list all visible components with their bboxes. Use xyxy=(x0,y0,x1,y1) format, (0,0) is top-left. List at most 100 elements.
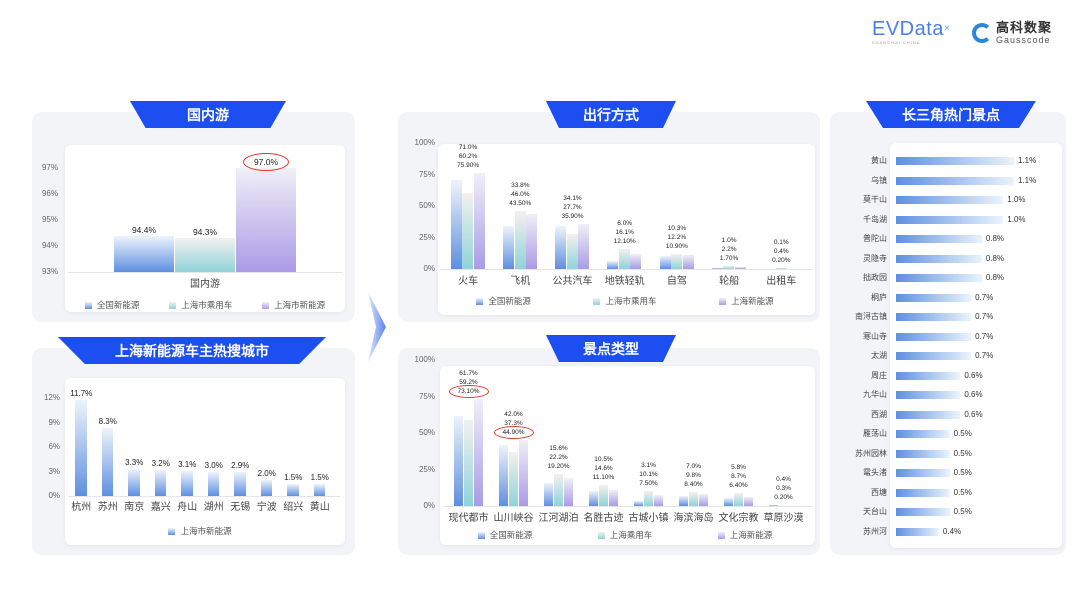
y-tick-label: 0% xyxy=(423,501,435,510)
bar-value-label: 3.3% xyxy=(125,458,144,468)
hot-spot-value: 0.5% xyxy=(953,468,972,477)
evdata-logo-subtitle: SHANGHAI CHINA xyxy=(872,40,921,45)
bar xyxy=(518,440,528,506)
x-tick-label: 飞机 xyxy=(510,276,531,287)
bar-value-label: 7.0% xyxy=(686,462,701,470)
bar xyxy=(313,483,326,496)
bar xyxy=(514,211,526,269)
legend-swatch xyxy=(262,302,270,310)
bar xyxy=(643,491,653,506)
legend-item[interactable]: 上海新能源 xyxy=(717,530,772,540)
hot-spot-bar xyxy=(896,215,1004,224)
bar xyxy=(723,266,735,269)
hot-spot-label: 黄山 xyxy=(871,156,887,165)
legend-item[interactable]: 全国新能源 xyxy=(476,296,531,306)
legend-swatch xyxy=(84,302,92,310)
x-tick-label: 宁波 xyxy=(256,502,277,513)
bar xyxy=(588,490,598,506)
hot-spot-bar xyxy=(896,274,982,282)
bar-value-label: 0.20% xyxy=(774,494,793,502)
banner-domestic: 国内游 xyxy=(130,101,286,128)
transport-card xyxy=(438,144,815,315)
hot-spot-label: 苏州园林 xyxy=(855,448,887,458)
bar xyxy=(555,226,567,269)
x-tick-label: 苏州 xyxy=(97,502,118,513)
bar xyxy=(653,495,663,506)
bar-value-label: 10.90% xyxy=(665,242,688,250)
legend-item[interactable]: 上海市新能源 xyxy=(168,526,232,536)
hot-spot-value: 0.7% xyxy=(975,331,994,341)
bar xyxy=(543,483,553,506)
x-tick-label: 舟山 xyxy=(177,502,198,513)
hot-spot-label: 乌镇 xyxy=(871,175,887,185)
legend-item[interactable]: 上海新能源 xyxy=(719,296,774,306)
y-tick-label: 96% xyxy=(41,189,58,198)
bar-value-label: 11.7% xyxy=(70,389,93,399)
bar xyxy=(630,253,642,269)
hot-spot-label: 桐庐 xyxy=(871,292,887,302)
bar-value-label: 0.3% xyxy=(776,485,791,493)
legend: 全国新能源 上海市乘用车 上海新能源 xyxy=(445,296,805,306)
y-tick-label: 100% xyxy=(414,355,435,364)
hot-spot-value: 0.5% xyxy=(953,487,972,497)
hot-spot-label: 九华山 xyxy=(863,390,887,399)
legend-swatch xyxy=(168,528,176,536)
x-axis-line xyxy=(440,269,812,270)
legend-swatch xyxy=(593,298,601,306)
hot-spot-value: 0.5% xyxy=(953,448,972,458)
legend-item[interactable]: 全国新能源 xyxy=(84,300,139,310)
hot-spot-label: 千岛湖 xyxy=(863,214,887,224)
bar xyxy=(723,497,733,506)
bar xyxy=(128,469,140,496)
legend-item[interactable]: 全国新能源 xyxy=(477,530,532,540)
y-tick-label: 95% xyxy=(41,215,58,224)
hot-spot-value: 0.8% xyxy=(985,234,1005,243)
x-tick-label: 黄山 xyxy=(309,502,330,513)
bar xyxy=(473,173,485,269)
y-tick-label: 94% xyxy=(41,241,58,250)
hot-spot-value: 0.8% xyxy=(985,253,1005,263)
legend-item[interactable]: 上海市乘用车 xyxy=(593,296,656,306)
bar-value-label: 12.10% xyxy=(613,237,636,245)
bar-value-label: 37.3% xyxy=(504,420,523,428)
bar xyxy=(75,400,87,496)
bar-value-label: 35.90% xyxy=(561,212,584,220)
bar-value-label: 14.6% xyxy=(594,464,613,472)
bar xyxy=(207,471,220,496)
hot-spot-label: 寒山寺 xyxy=(863,331,887,341)
y-tick-label: 25% xyxy=(418,464,435,474)
x-tick-label: 南京 xyxy=(124,502,145,513)
bar-value-label: 10.3% xyxy=(667,224,687,232)
hot-spot-bar xyxy=(896,469,950,477)
bar-value-label: 2.0% xyxy=(257,468,276,478)
bar-value-label: 3.0% xyxy=(204,460,223,470)
legend-label: 上海乘用车 xyxy=(609,530,653,540)
hot-spot-label: 天台山 xyxy=(863,507,887,516)
legend-item[interactable]: 上海乘用车 xyxy=(597,530,653,540)
bar-value-label: 19.20% xyxy=(547,462,570,470)
x-tick-label: 湖州 xyxy=(203,502,224,513)
x-axis-line xyxy=(444,506,812,507)
hot-spot-value: 0.7% xyxy=(975,351,994,360)
bar xyxy=(287,483,299,496)
bar-value-label: 0.4% xyxy=(776,476,791,484)
legend-item[interactable]: 上海市新能源 xyxy=(262,300,325,310)
x-tick-label: 自驾 xyxy=(666,276,687,287)
hot-spot-bar xyxy=(896,176,1014,185)
bar xyxy=(101,428,114,496)
legend-item[interactable]: 上海市乘用车 xyxy=(169,300,232,310)
x-tick-label: 杭州 xyxy=(71,502,92,513)
bar-value-label: 22.2% xyxy=(549,453,568,461)
legend-label: 上海新能源 xyxy=(731,296,774,306)
bar xyxy=(678,495,688,506)
bar xyxy=(462,193,474,269)
bar-value-label: 10.5% xyxy=(594,455,613,463)
bar-value-label: 46.0% xyxy=(511,191,530,199)
hot-spot-value: 0.4% xyxy=(942,526,962,536)
legend-label: 上海市新能源 xyxy=(180,526,232,536)
bar xyxy=(503,226,515,269)
legend-label: 上海市新能源 xyxy=(274,300,326,310)
hot-spot-value: 1.0% xyxy=(1007,195,1026,204)
hot-spot-value: 0.7% xyxy=(975,312,994,321)
bar xyxy=(607,261,619,269)
